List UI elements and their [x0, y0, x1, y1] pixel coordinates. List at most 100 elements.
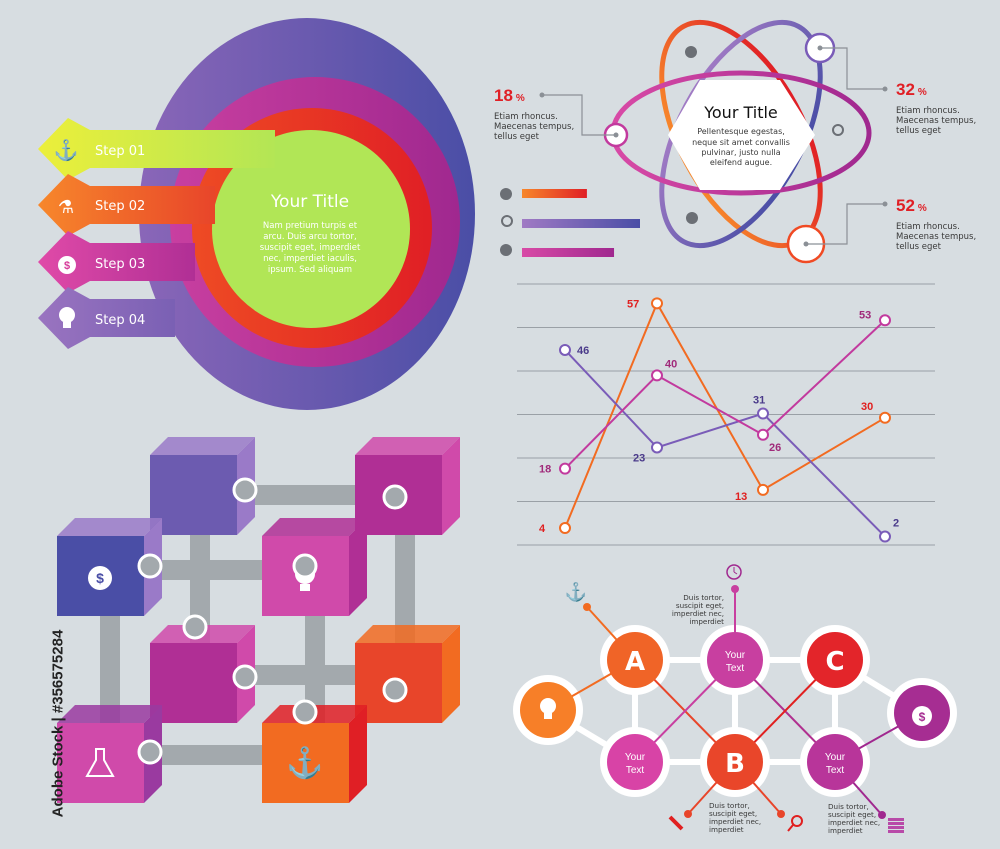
svg-text:32%: 32% — [896, 80, 927, 99]
callout-unit: % — [918, 87, 927, 98]
node-a — [607, 632, 663, 688]
svg-text:52%: 52% — [896, 196, 927, 215]
node-label: B — [725, 749, 745, 779]
note-text: Duis tortor, — [828, 802, 869, 811]
center-circle — [212, 130, 410, 328]
callout-text: Etiam rhoncus. — [896, 106, 960, 116]
data-label: 57 — [627, 298, 639, 310]
money-bag-icon — [912, 706, 932, 726]
series-line — [564, 319, 886, 470]
joint-ring — [182, 614, 208, 640]
data-label: 40 — [665, 358, 677, 370]
cube — [355, 625, 460, 723]
data-label: 53 — [859, 309, 871, 321]
note-text: imperdiet — [828, 826, 863, 835]
level-bar — [522, 189, 587, 198]
data-label: 23 — [633, 452, 645, 464]
step-label: Step 03 — [95, 257, 145, 272]
atom-body-line: neque sit amet convallis — [692, 138, 790, 147]
anchor-icon: ⚓ — [54, 138, 79, 162]
note-text: imperdiet — [709, 825, 744, 834]
node-label: Your — [625, 752, 646, 763]
callout-value: 18 — [494, 86, 513, 105]
lightbulb-icon — [59, 307, 75, 323]
callout-32: 32% Etiam rhoncus. Maecenas tempus, tell… — [896, 80, 976, 136]
node-your-text — [707, 632, 763, 688]
step-label: Step 01 — [95, 144, 145, 159]
series-line — [564, 301, 886, 529]
data-point — [879, 530, 891, 543]
callout-text: tellus eget — [494, 132, 540, 142]
pencil-icon — [668, 815, 684, 831]
data-label: 46 — [577, 345, 589, 357]
atom-body-line: pulvinar, justo nulla — [701, 148, 780, 157]
note-text: Duis tortor, — [683, 593, 724, 602]
cube-diagram: $⚓ — [57, 437, 460, 803]
data-label: 31 — [753, 395, 765, 407]
callout-text: Maecenas tempus, — [896, 116, 976, 126]
steps-body-line: ipsum. Sed aliquam — [268, 265, 352, 275]
data-point — [757, 407, 769, 420]
joint-ring — [137, 553, 163, 579]
clock-icon — [726, 564, 742, 580]
note-text: imperdiet nec, — [672, 609, 724, 618]
data-label: 18 — [539, 464, 551, 476]
data-point — [559, 522, 571, 535]
callout-value: 32 — [896, 80, 915, 99]
callout-text: Etiam rhoncus. — [494, 112, 558, 122]
step-label: Step 02 — [95, 199, 145, 214]
data-label: 2 — [893, 518, 899, 530]
atom-center — [668, 80, 815, 190]
node-your-text — [807, 734, 863, 790]
money-bag-icon — [500, 188, 512, 200]
node-label: C — [825, 647, 844, 677]
step-label: Step 04 — [95, 313, 145, 328]
steps-body-line: suscipit eget, imperdiet — [260, 243, 361, 253]
data-point — [651, 369, 663, 382]
stock-credit: Adobe Stock | #356575284 — [49, 629, 67, 818]
svg-text:18%: 18% — [494, 86, 525, 105]
data-point — [757, 483, 769, 496]
data-point — [651, 297, 663, 310]
data-point — [559, 462, 571, 475]
lightbulb-icon — [540, 698, 556, 714]
atom-diagram: Your Title Pellentesque egestas, neque s… — [494, 19, 976, 264]
step-02: ⚗ Step 02 — [38, 174, 215, 236]
callout-text: tellus eget — [896, 126, 942, 136]
note-text: imperdiet nec, — [709, 817, 761, 826]
atom-body-line: eleifend augue. — [710, 158, 772, 167]
callout-18: 18% Etiam rhoncus. Maecenas tempus, tell… — [494, 86, 574, 142]
node-label: Your — [725, 650, 746, 661]
node-c — [807, 632, 863, 688]
callout-unit: % — [516, 93, 525, 104]
flask-icon — [85, 748, 115, 777]
note-text: suscipit eget, — [828, 810, 876, 819]
level-bar — [522, 219, 640, 228]
data-label: 30 — [861, 401, 873, 413]
level-bar — [522, 248, 615, 257]
callout-text: Etiam rhoncus. — [896, 222, 960, 232]
steps-body-line: nec, imperdiet iaculis, — [263, 254, 357, 264]
joint-ring — [232, 664, 258, 690]
magnifier-icon — [791, 815, 803, 827]
data-point — [651, 441, 663, 454]
note-text: Duis tortor, — [709, 801, 750, 810]
money-bag-icon — [58, 256, 76, 274]
step-04: Step 04 — [38, 287, 175, 349]
network-diagram: $ A C B Your Text Your Text Your Text ⚓ Duis … — [513, 564, 957, 835]
series-line — [564, 349, 886, 538]
line-chart: 4 57 13 30 46 23 31 2 18 40 26 53 — [517, 283, 935, 546]
cube — [150, 437, 255, 535]
data-label: 13 — [735, 491, 747, 503]
money-bag-icon — [685, 46, 697, 58]
node-your-text — [607, 734, 663, 790]
data-point — [559, 343, 571, 356]
node-label: Text — [626, 765, 645, 776]
callout-text: tellus eget — [896, 242, 942, 252]
steps-title: Your Title — [270, 192, 349, 212]
data-label: 4 — [539, 523, 546, 535]
data-point — [879, 411, 891, 424]
note-text: imperdiet nec, — [828, 818, 880, 827]
note-text: suscipit eget, — [709, 809, 757, 818]
cube — [57, 705, 162, 803]
